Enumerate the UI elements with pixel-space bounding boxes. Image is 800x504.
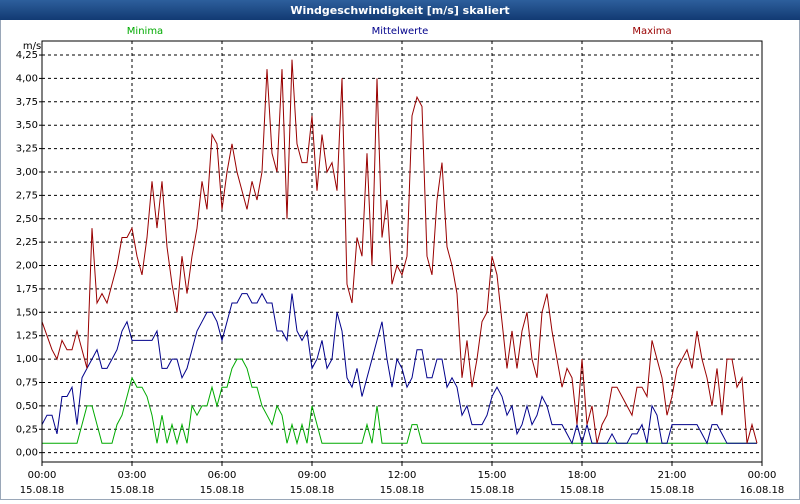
y-axis-label: m/s bbox=[23, 41, 41, 52]
y-tick-label: 1,25 bbox=[16, 331, 38, 342]
x-tick-label: 21:00 bbox=[658, 470, 687, 481]
y-tick-label: 3,50 bbox=[16, 120, 38, 131]
data-line bbox=[42, 358, 757, 446]
x-tick-label: 09:00 bbox=[298, 470, 327, 481]
x-tick-date: 15.08.18 bbox=[470, 485, 515, 496]
x-tick-date: 15.08.18 bbox=[200, 485, 245, 496]
y-tick-label: 1,00 bbox=[16, 354, 38, 365]
x-tick-label: 12:00 bbox=[388, 470, 417, 481]
y-tick-label: 3,00 bbox=[16, 167, 38, 178]
y-tick-label: 1,75 bbox=[16, 284, 38, 295]
y-tick-label: 1,50 bbox=[16, 307, 38, 318]
x-tick-label: 03:00 bbox=[118, 470, 147, 481]
x-tick-date: 15.08.18 bbox=[290, 485, 335, 496]
x-tick-date: 15.08.18 bbox=[650, 485, 695, 496]
x-tick-date: 16.08.18 bbox=[740, 485, 785, 496]
y-tick-label: 2,75 bbox=[16, 190, 38, 201]
chart-title: Windgeschwindigkeit [m/s] skaliert bbox=[290, 4, 509, 17]
y-tick-label: 2,50 bbox=[16, 214, 38, 225]
y-tick-label: 0,50 bbox=[16, 401, 38, 412]
y-tick-label: 3,25 bbox=[16, 144, 38, 155]
y-tick-label: 0,25 bbox=[16, 424, 38, 435]
data-line bbox=[41, 292, 757, 446]
title-bar bbox=[0, 0, 800, 20]
y-tick-label: 0,00 bbox=[16, 448, 38, 459]
x-tick-date: 15.08.18 bbox=[20, 485, 65, 496]
legend-entry: Maxima bbox=[632, 26, 671, 37]
y-tick-label: 0,75 bbox=[16, 377, 38, 388]
x-tick-date: 15.08.18 bbox=[110, 485, 155, 496]
y-tick-label: 3,75 bbox=[16, 97, 38, 108]
plot bbox=[41, 59, 758, 446]
x-tick-date: 15.08.18 bbox=[380, 485, 425, 496]
x-tick-label: 00:00 bbox=[748, 470, 777, 481]
x-tick-label: 06:00 bbox=[208, 470, 237, 481]
y-tick-label: 4,25 bbox=[16, 50, 38, 61]
x-tick-label: 18:00 bbox=[568, 470, 597, 481]
y-tick-label: 2,00 bbox=[16, 261, 38, 272]
data-line bbox=[41, 59, 758, 444]
x-tick-label: 00:00 bbox=[28, 470, 57, 481]
legend-entry: Mittelwerte bbox=[372, 26, 429, 37]
x-tick-label: 15:00 bbox=[478, 470, 507, 481]
y-tick-label: 4,00 bbox=[16, 73, 38, 84]
x-tick-date: 15.08.18 bbox=[560, 485, 605, 496]
y-tick-label: 2,25 bbox=[16, 237, 38, 248]
legend-entry: Minima bbox=[127, 26, 163, 37]
